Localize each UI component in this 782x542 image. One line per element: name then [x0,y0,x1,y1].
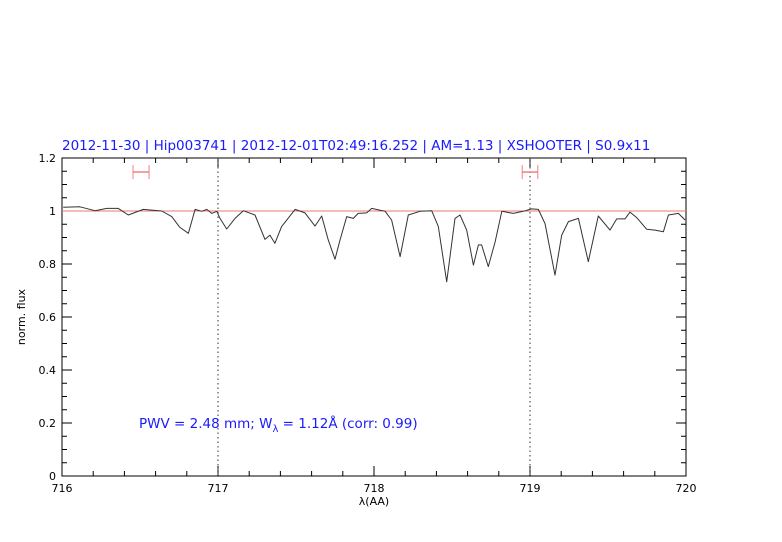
x-tick-label: 716 [52,482,73,495]
x-tick-label: 720 [676,482,697,495]
x-tick-label: 718 [364,482,385,495]
y-tick-label: 0 [49,470,56,483]
x-tick-label: 717 [208,482,229,495]
y-tick-label: 0.8 [39,258,57,271]
y-tick-label: 0.4 [39,364,57,377]
annotation-prefix: PWV = 2.48 mm; W [139,416,272,432]
fit-range-bar [521,165,539,180]
annotation-subscript: λ [272,424,278,435]
y-tick-label: 1.2 [39,152,57,165]
chart-title: 2012-11-30 | Hip003741 | 2012-12-01T02:4… [62,138,650,154]
y-tick-label: 0.2 [39,417,57,430]
y-tick-label: 1 [49,205,56,218]
y-tick-label: 0.6 [39,311,57,324]
annotation-suffix: = 1.12Å (corr: 0.99) [278,415,417,432]
fit-range-bar [132,165,150,180]
x-axis-label: λ(AA) [359,495,389,508]
y-axis-label: norm. flux [15,288,28,345]
spectrum-line [63,206,686,283]
x-tick-label: 719 [520,482,541,495]
pwv-annotation: PWV = 2.48 mm; Wλ = 1.12Å (corr: 0.99) [139,415,418,435]
